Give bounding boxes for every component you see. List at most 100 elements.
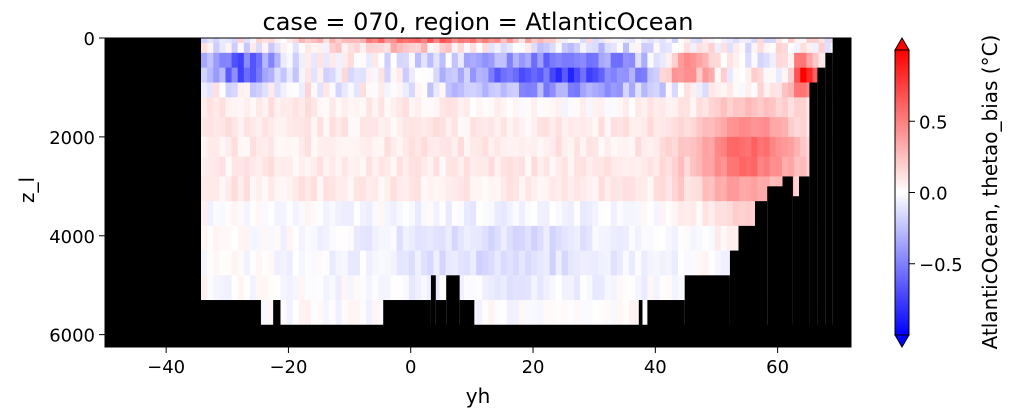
heatmap-cell — [586, 300, 593, 326]
heatmap-cell — [598, 156, 606, 178]
colorbar-tick-label: −0.5 — [919, 255, 963, 276]
heatmap-cell — [549, 300, 557, 326]
heatmap-cell — [390, 250, 398, 276]
heatmap-cell — [561, 156, 569, 178]
heatmap-cell — [671, 38, 679, 44]
heatmap-cell — [347, 136, 355, 158]
heatmap-cell — [665, 42, 673, 54]
heatmap-cell — [201, 225, 208, 252]
heatmap-cell — [757, 97, 765, 118]
heatmap-cell — [586, 42, 593, 54]
heatmap-cell — [274, 52, 282, 69]
heatmap-cell — [408, 52, 416, 69]
heatmap-cell — [702, 250, 710, 276]
heatmap-cell — [482, 250, 489, 276]
heatmap-cell — [751, 38, 759, 44]
heatmap-cell — [274, 156, 282, 178]
heatmap-cell — [304, 275, 312, 301]
heatmap-cell — [708, 176, 716, 202]
heatmap-cell — [677, 52, 685, 69]
heatmap-cell — [708, 82, 716, 98]
heatmap-cell — [439, 176, 447, 202]
heatmap-cell — [408, 275, 416, 301]
heatmap-cell — [207, 52, 214, 69]
heatmap-cell — [274, 38, 282, 44]
heatmap-cell — [427, 38, 434, 44]
heatmap-cell — [366, 42, 373, 54]
heatmap-cell — [665, 275, 673, 301]
heatmap-cell — [549, 201, 557, 227]
heatmap-cell — [353, 42, 361, 54]
heatmap-cell — [286, 176, 294, 202]
heatmap-cell — [616, 136, 624, 158]
heatmap-cell — [598, 67, 606, 84]
heatmap-cell — [549, 38, 557, 44]
heatmap-cell — [806, 67, 814, 84]
heatmap-cell — [647, 97, 655, 118]
heatmap-cell — [537, 201, 545, 227]
heatmap-cell — [702, 225, 710, 252]
heatmap-cell — [445, 52, 453, 69]
heatmap-cell — [304, 97, 312, 118]
heatmap-cell — [549, 117, 557, 138]
heatmap-cell — [494, 225, 502, 252]
heatmap-cell — [518, 136, 526, 158]
land-block — [782, 176, 793, 347]
heatmap-cell — [292, 82, 300, 98]
plot-frame — [104, 37, 852, 348]
heatmap-cell — [451, 38, 459, 44]
heatmap-cell — [641, 201, 648, 227]
heatmap-cell — [769, 42, 777, 54]
heatmap-cell — [256, 38, 263, 44]
heatmap-cell — [304, 156, 312, 178]
heatmap-cell — [286, 67, 294, 84]
heatmap-cell — [598, 176, 606, 202]
heatmap-cell — [213, 52, 220, 69]
heatmap-cell — [580, 52, 587, 69]
heatmap-cell — [470, 225, 477, 252]
heatmap-cell — [506, 176, 514, 202]
heatmap-cell — [745, 117, 752, 138]
heatmap-cell — [366, 300, 373, 326]
heatmap-cell — [274, 176, 282, 202]
heatmap-cell — [427, 82, 434, 98]
heatmap-cell — [231, 42, 239, 54]
heatmap-cell — [622, 97, 630, 118]
heatmap-cell — [219, 176, 227, 202]
heatmap-cell — [207, 117, 214, 138]
heatmap-cell — [213, 97, 220, 118]
heatmap-cell — [439, 42, 447, 54]
land-block — [817, 67, 826, 347]
heatmap-cell — [421, 82, 428, 98]
heatmap-cell — [604, 97, 612, 118]
heatmap-cell — [531, 156, 538, 178]
heatmap-cell — [684, 136, 691, 158]
heatmap-cell — [366, 275, 373, 301]
heatmap-cell — [359, 97, 367, 118]
heatmap-cell — [567, 67, 575, 84]
heatmap-cell — [800, 82, 807, 98]
heatmap-cell — [323, 82, 331, 98]
heatmap-cell — [720, 38, 728, 44]
heatmap-cell — [653, 117, 661, 138]
heatmap-cell — [463, 52, 471, 69]
heatmap-cell — [353, 82, 361, 98]
heatmap-cell — [408, 225, 416, 252]
heatmap-cell — [341, 250, 349, 276]
heatmap-cell — [622, 117, 630, 138]
heatmap-cell — [402, 201, 410, 227]
heatmap-cell — [543, 82, 551, 98]
heatmap-cell — [543, 42, 551, 54]
heatmap-cell — [769, 67, 777, 84]
heatmap-cell — [415, 67, 422, 84]
heatmap-cell — [781, 82, 789, 98]
heatmap-cell — [586, 156, 593, 178]
heatmap-cell — [274, 82, 282, 98]
heatmap-cell — [445, 176, 453, 202]
heatmap-cell — [506, 117, 514, 138]
heatmap-cell — [757, 117, 765, 138]
heatmap-cell — [531, 225, 538, 252]
heatmap-cell — [213, 38, 220, 44]
heatmap-cell — [207, 156, 214, 178]
heatmap-cell — [457, 38, 465, 44]
